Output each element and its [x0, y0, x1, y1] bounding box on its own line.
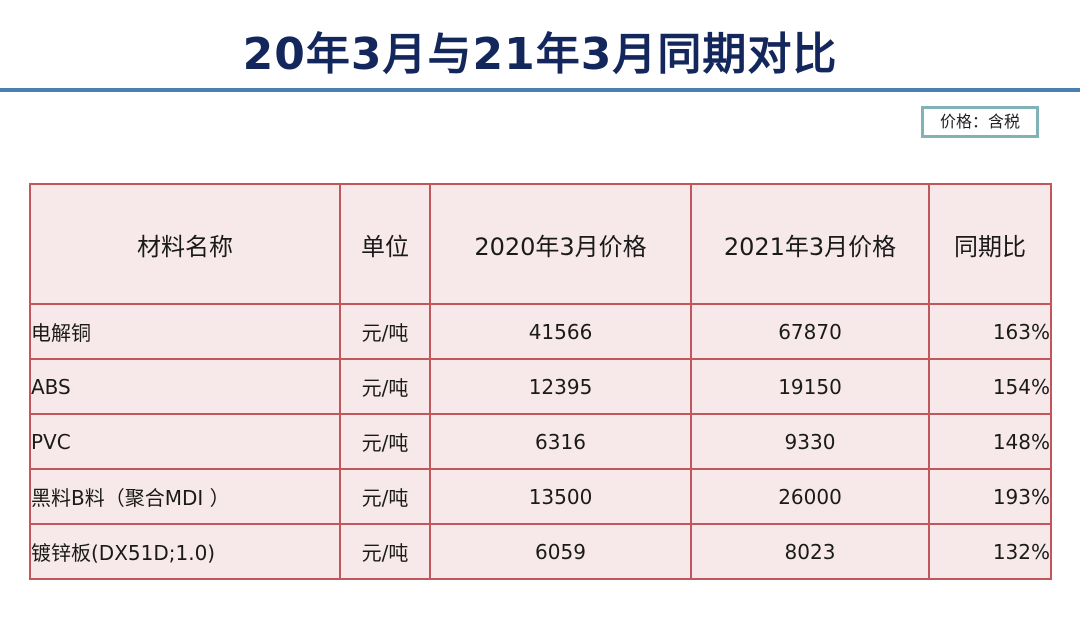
cell-material-name: 镀锌板(DX51D;1.0): [29, 523, 341, 580]
table-row: PVC 元/吨 6316 9330 148%: [29, 413, 1052, 470]
cell-yoy-ratio: 154%: [928, 358, 1052, 415]
table-row: 电解铜 元/吨 41566 67870 163%: [29, 303, 1052, 360]
title-divider: [0, 88, 1080, 92]
cell-material-name: PVC: [29, 413, 341, 470]
table-row: 黑料B料（聚合MDI ） 元/吨 13500 26000 193%: [29, 468, 1052, 525]
cell-unit: 元/吨: [339, 468, 431, 525]
header-price-2021: 2021年3月价格: [690, 183, 930, 305]
price-note-badge: 价格：含税: [921, 106, 1039, 138]
cell-price-2020: 41566: [429, 303, 692, 360]
header-yoy-ratio: 同期比: [928, 183, 1052, 305]
page-title: 20年3月与21年3月同期对比: [242, 29, 838, 80]
cell-unit: 元/吨: [339, 303, 431, 360]
header-price-2020: 2020年3月价格: [429, 183, 692, 305]
cell-yoy-ratio: 132%: [928, 523, 1052, 580]
cell-price-2020: 6059: [429, 523, 692, 580]
cell-yoy-ratio: 148%: [928, 413, 1052, 470]
cell-price-2021: 8023: [690, 523, 930, 580]
table-row: ABS 元/吨 12395 19150 154%: [29, 358, 1052, 415]
cell-unit: 元/吨: [339, 523, 431, 580]
cell-unit: 元/吨: [339, 358, 431, 415]
cell-price-2021: 9330: [690, 413, 930, 470]
header-material-name: 材料名称: [29, 183, 341, 305]
cell-price-2021: 67870: [690, 303, 930, 360]
cell-material-name: 电解铜: [29, 303, 341, 360]
cell-price-2020: 12395: [429, 358, 692, 415]
cell-price-2020: 13500: [429, 468, 692, 525]
cell-material-name: ABS: [29, 358, 341, 415]
cell-yoy-ratio: 193%: [928, 468, 1052, 525]
cell-unit: 元/吨: [339, 413, 431, 470]
header-unit: 单位: [339, 183, 431, 305]
table-header-row: 材料名称 单位 2020年3月价格 2021年3月价格 同期比: [29, 183, 1052, 305]
cell-yoy-ratio: 163%: [928, 303, 1052, 360]
cell-price-2021: 26000: [690, 468, 930, 525]
cell-price-2021: 19150: [690, 358, 930, 415]
cell-price-2020: 6316: [429, 413, 692, 470]
cell-material-name: 黑料B料（聚合MDI ）: [29, 468, 341, 525]
price-comparison-table: 材料名称 单位 2020年3月价格 2021年3月价格 同期比 电解铜 元/吨 …: [29, 183, 1052, 580]
table-row: 镀锌板(DX51D;1.0) 元/吨 6059 8023 132%: [29, 523, 1052, 580]
